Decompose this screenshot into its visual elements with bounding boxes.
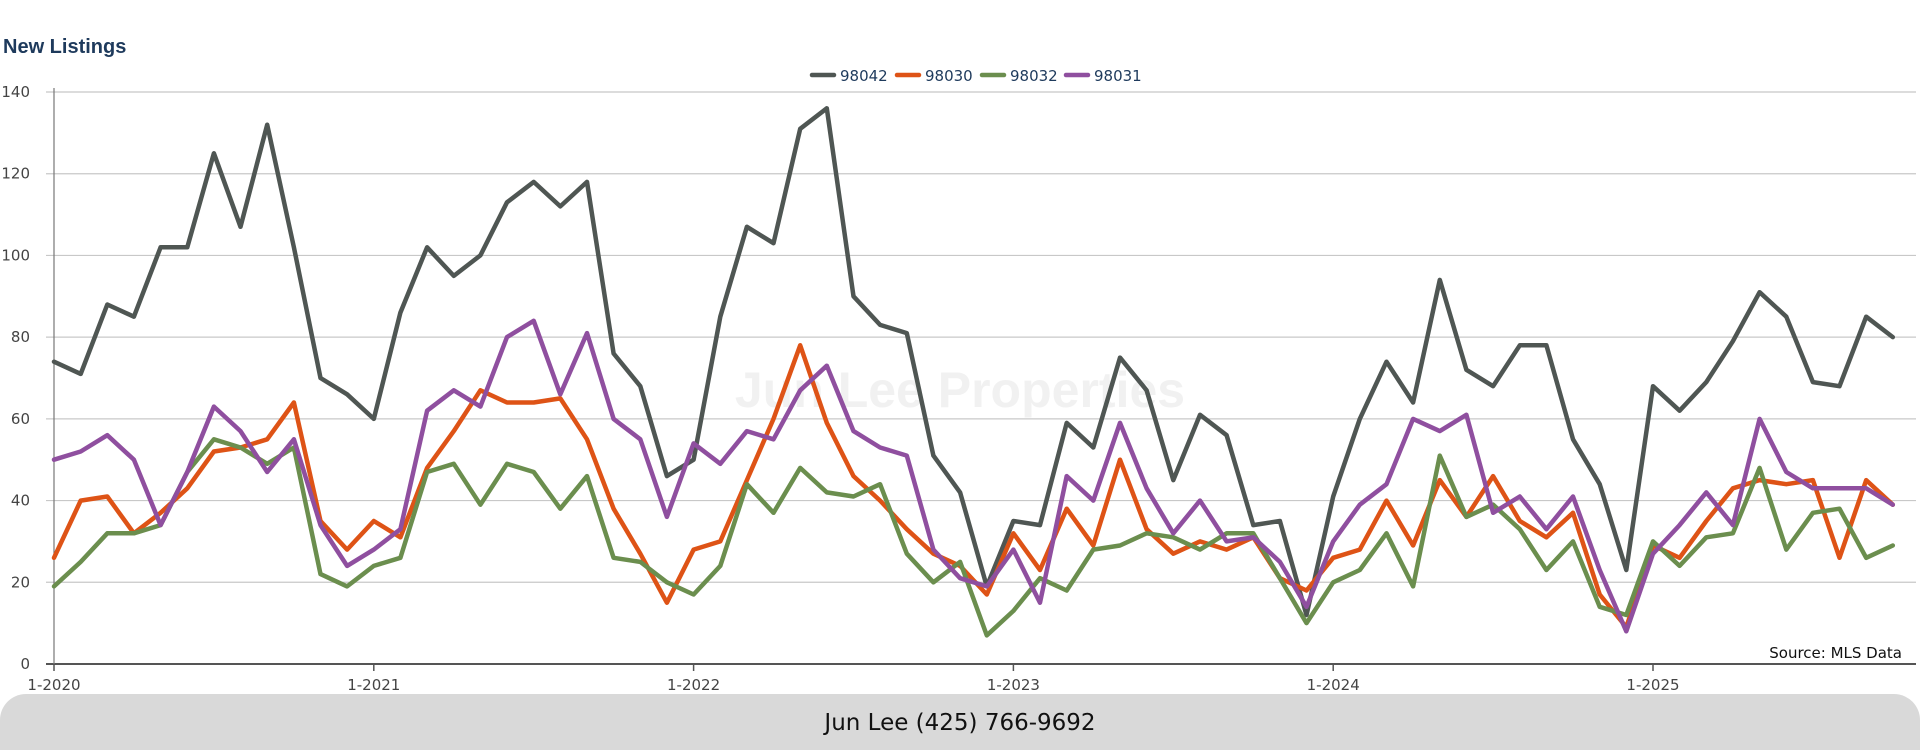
y-tick-label: 120: [1, 165, 30, 183]
series-line-98042: [51, 106, 1896, 618]
y-tick-label: 140: [1, 83, 30, 101]
x-tick-label: 1-2020: [27, 676, 80, 694]
y-tick-label: 0: [20, 655, 30, 673]
y-tick-label: 80: [11, 328, 30, 346]
axes: 0 20 40 60 80 100 120 140 1-2020 1-2021 1-2022 1-20…: [1, 83, 1916, 694]
chart-title: New Listings: [3, 36, 127, 58]
legend-item-98031: 98031: [1063, 67, 1142, 85]
footer-contact: Jun Lee (425) 766-9692: [824, 710, 1096, 736]
series-lines: [51, 106, 1896, 638]
x-tick-label: 1-2023: [987, 676, 1040, 694]
footer-bar: Jun Lee (425) 766-9692: [0, 694, 1920, 750]
y-tick-label: 60: [11, 410, 30, 428]
legend-label: 98031: [1094, 67, 1142, 85]
y-tick-label: 100: [1, 246, 30, 264]
legend-label: 98032: [1010, 67, 1058, 85]
series-line-98031: [51, 318, 1896, 634]
legend-item-98030: 98030: [894, 67, 973, 85]
x-tick-label: 1-2025: [1626, 676, 1679, 694]
y-tick-label: 40: [11, 492, 30, 510]
legend-label: 98042: [840, 67, 888, 85]
x-tick-label: 1-2024: [1307, 676, 1360, 694]
x-tick-label: 1-2022: [667, 676, 720, 694]
source-annotation: Source: MLS Data: [1769, 644, 1902, 662]
y-tick-label: 20: [11, 573, 30, 591]
legend-item-98042: 98042: [809, 67, 888, 85]
series-line-98032: [51, 437, 1896, 638]
line-chart: Jun Lee Properties 0204060801001201401-2…: [1, 67, 1916, 694]
legend-label: 98030: [925, 67, 973, 85]
x-tick-label: 1-2021: [347, 676, 400, 694]
legend-item-98032: 98032: [979, 67, 1058, 85]
legend: 98042 98030 98032 98031: [809, 67, 1142, 85]
